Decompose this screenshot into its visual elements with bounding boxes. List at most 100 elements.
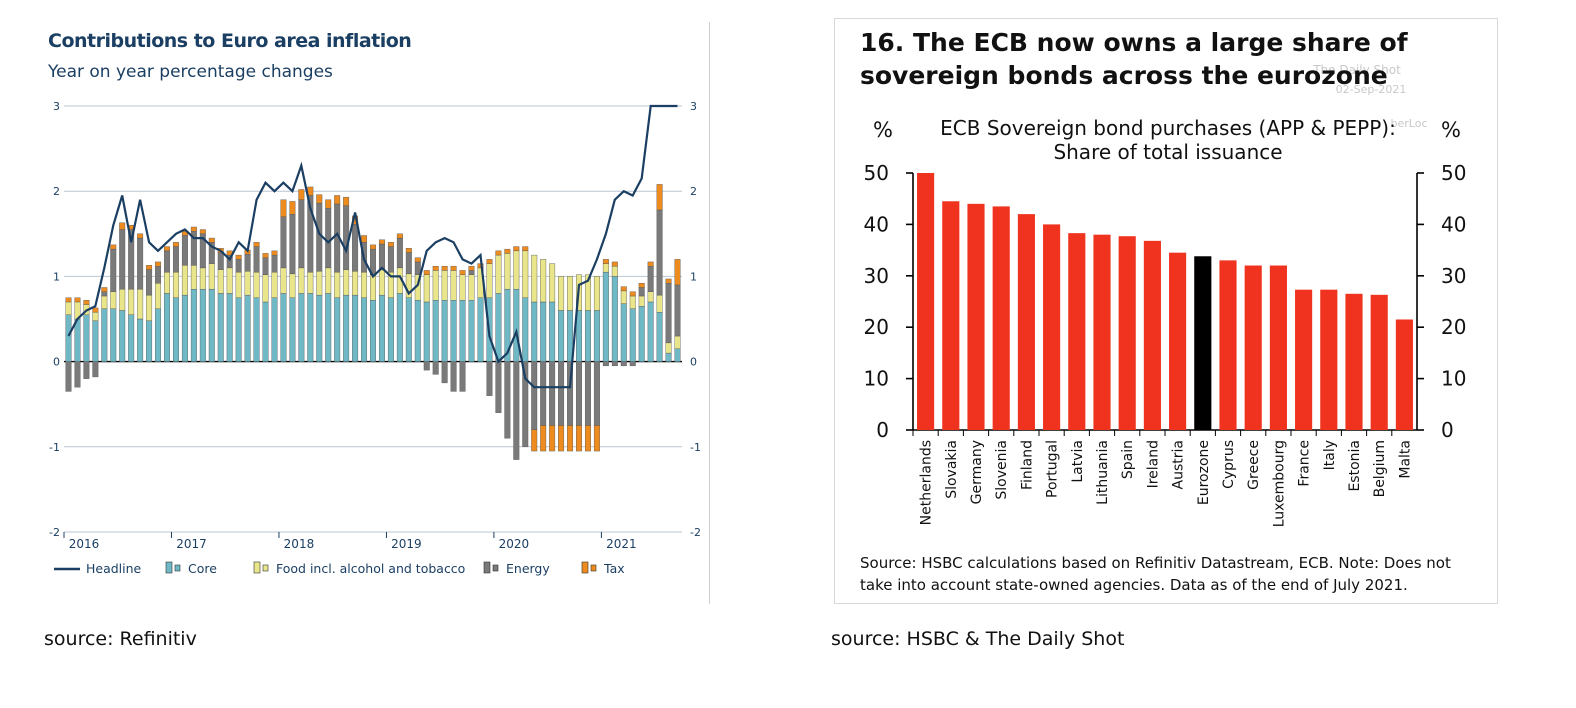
- y-tick-label-left: 3: [53, 100, 60, 113]
- y-tick-label-left: 2: [53, 185, 60, 198]
- bar-food: [190, 265, 197, 290]
- bar-food: [101, 295, 108, 309]
- bar-core: [665, 352, 672, 362]
- bar-energy: [146, 269, 153, 296]
- bar-energy: [584, 361, 591, 426]
- bar-tax: [504, 248, 511, 254]
- bar-core: [244, 294, 251, 362]
- bar-tax: [450, 265, 457, 271]
- bar-tax: [486, 259, 493, 264]
- legend-label: Food incl. alcohol and tobacco: [276, 561, 465, 576]
- bar-energy: [181, 235, 188, 266]
- bar-latvia: [1068, 233, 1086, 430]
- bar-core: [65, 314, 72, 362]
- bar-food: [629, 295, 636, 309]
- bar-tax: [199, 229, 206, 234]
- y-tick-label-left: 40: [864, 212, 889, 236]
- bar-core: [217, 293, 224, 362]
- bar-food: [432, 270, 439, 301]
- bar-core: [128, 314, 135, 362]
- legend-swatch-small: [262, 564, 269, 572]
- bar-food: [352, 271, 359, 296]
- bar-ireland: [1143, 240, 1161, 430]
- bar-core: [459, 300, 466, 362]
- bar-food: [235, 271, 242, 298]
- y-tick-label-right: 0: [1441, 418, 1454, 442]
- bar-energy: [638, 287, 645, 297]
- legend-label: Headline: [86, 561, 142, 576]
- bar-core: [396, 293, 403, 362]
- bar-energy: [83, 361, 90, 379]
- bar-core: [602, 271, 609, 362]
- bar-tax: [164, 246, 170, 252]
- x-tick-label: Cyprus: [1221, 440, 1237, 489]
- bar-energy: [352, 224, 359, 272]
- bar-tax: [155, 261, 162, 267]
- bar-core: [584, 310, 591, 362]
- bar-core: [146, 320, 153, 362]
- bar-core: [164, 293, 170, 362]
- bar-energy: [665, 283, 672, 344]
- x-tick-label: Malta: [1397, 440, 1413, 479]
- headline-line: [67, 104, 678, 389]
- bar-food: [665, 342, 672, 354]
- legend-swatch: [165, 561, 173, 574]
- watermark-text: 02-Sep-2021: [1336, 83, 1407, 96]
- bar-core: [549, 301, 556, 362]
- bar-tax: [656, 184, 663, 211]
- bar-energy: [101, 291, 108, 297]
- bar-food: [110, 291, 117, 309]
- bar-tax: [611, 261, 618, 267]
- x-tick-label: 2018: [284, 537, 315, 551]
- bar-food: [459, 274, 466, 301]
- bar-energy: [164, 250, 170, 273]
- bar-energy: [459, 361, 466, 392]
- bar-energy: [387, 246, 394, 273]
- bar-energy: [74, 361, 81, 388]
- bar-energy: [674, 284, 681, 337]
- bar-food: [164, 271, 170, 294]
- bar-core: [495, 293, 502, 362]
- bar-food: [271, 271, 278, 298]
- bar-food: [504, 253, 511, 290]
- bar-core: [307, 293, 314, 362]
- bar-food: [540, 259, 547, 303]
- bar-tax: [638, 283, 645, 288]
- bar-food: [423, 274, 430, 303]
- chart-title: Contributions to Euro area inflation: [48, 30, 411, 52]
- x-tick-label: Austria: [1171, 440, 1187, 489]
- bar-food: [486, 263, 493, 298]
- y-axis-unit-right: %: [1441, 118, 1461, 142]
- legend-label: Tax: [603, 561, 625, 576]
- bar-tax: [271, 250, 278, 256]
- bar-energy: [316, 202, 323, 272]
- bar-food: [146, 294, 153, 321]
- watermark-text: The Daily Shot: [1312, 63, 1401, 77]
- y-tick-label-right: 30: [1441, 264, 1466, 288]
- bar-food: [119, 288, 126, 311]
- legend-swatch: [253, 561, 261, 574]
- bar-energy: [620, 361, 627, 367]
- y-tick-label-left: -2: [49, 526, 60, 539]
- y-tick-label-right: 3: [690, 100, 697, 113]
- legend-label: Core: [188, 561, 217, 576]
- bar-food: [495, 254, 502, 294]
- bar-core: [316, 294, 323, 362]
- y-tick-label-right: 0: [690, 356, 697, 369]
- bar-tax: [540, 425, 547, 452]
- bar-food: [531, 254, 538, 303]
- bar-energy: [289, 214, 296, 275]
- y-tick-label-right: -2: [690, 526, 701, 539]
- bar-food: [199, 267, 206, 290]
- bar-food: [558, 276, 565, 311]
- bar-core: [74, 318, 81, 362]
- bar-energy: [611, 361, 618, 367]
- bar-core: [477, 297, 484, 362]
- bar-core: [298, 293, 305, 362]
- bar-tax: [92, 307, 99, 313]
- bar-energy: [253, 246, 260, 273]
- bar-tax: [110, 244, 117, 250]
- bar-tax: [280, 199, 287, 217]
- bar-energy: [280, 216, 287, 269]
- y-axis-unit-left: %: [873, 118, 893, 142]
